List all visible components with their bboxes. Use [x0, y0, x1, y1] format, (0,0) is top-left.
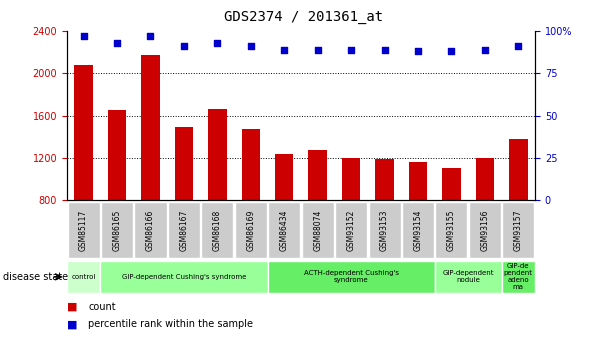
FancyBboxPatch shape [435, 261, 502, 293]
FancyBboxPatch shape [368, 203, 401, 258]
Bar [342, 158, 361, 200]
Bar [208, 109, 227, 200]
FancyBboxPatch shape [134, 203, 167, 258]
Bar [509, 139, 528, 200]
Text: GSM93157: GSM93157 [514, 209, 523, 251]
Point [112, 40, 122, 46]
Bar [375, 159, 394, 200]
Point [413, 49, 423, 54]
FancyBboxPatch shape [402, 203, 434, 258]
FancyBboxPatch shape [268, 203, 300, 258]
Text: GSM85117: GSM85117 [79, 210, 88, 251]
Text: GSM86169: GSM86169 [246, 210, 255, 251]
Text: GSM86434: GSM86434 [280, 209, 289, 251]
Point [212, 40, 222, 46]
FancyBboxPatch shape [201, 203, 233, 258]
FancyBboxPatch shape [100, 261, 268, 293]
Point [78, 33, 89, 39]
Bar [108, 110, 126, 200]
Text: control: control [71, 274, 96, 280]
Text: GSM88074: GSM88074 [313, 210, 322, 251]
Text: GSM86168: GSM86168 [213, 210, 222, 251]
Point [347, 47, 356, 52]
FancyBboxPatch shape [435, 203, 468, 258]
Point [179, 43, 188, 49]
FancyBboxPatch shape [302, 203, 334, 258]
Bar [241, 129, 260, 200]
Point [379, 47, 389, 52]
Point [480, 47, 490, 52]
Point [246, 43, 255, 49]
Text: percentile rank within the sample: percentile rank within the sample [88, 319, 253, 329]
Text: GSM86167: GSM86167 [179, 210, 188, 251]
FancyBboxPatch shape [67, 261, 100, 293]
FancyBboxPatch shape [67, 203, 100, 258]
FancyBboxPatch shape [335, 203, 367, 258]
Bar [308, 150, 327, 200]
FancyBboxPatch shape [502, 203, 534, 258]
Point [513, 43, 523, 49]
Text: GSM86166: GSM86166 [146, 210, 155, 251]
Text: ■: ■ [67, 302, 77, 312]
FancyBboxPatch shape [268, 261, 435, 293]
Point [145, 33, 155, 39]
Text: GIP-dependent Cushing's syndrome: GIP-dependent Cushing's syndrome [122, 274, 246, 280]
Text: count: count [88, 302, 116, 312]
Text: GSM93155: GSM93155 [447, 209, 456, 251]
Text: ■: ■ [67, 319, 77, 329]
Bar [275, 154, 294, 200]
Text: GIP-dependent
nodule: GIP-dependent nodule [443, 270, 494, 283]
Text: GSM93152: GSM93152 [347, 210, 356, 251]
Text: GSM93156: GSM93156 [480, 209, 489, 251]
Bar [141, 55, 160, 200]
Bar [409, 162, 427, 200]
Text: GSM86165: GSM86165 [112, 210, 122, 251]
Text: disease state: disease state [3, 272, 68, 282]
Bar [74, 65, 93, 200]
Text: GIP-de
pendent
adeno
ma: GIP-de pendent adeno ma [504, 263, 533, 290]
Point [279, 47, 289, 52]
Text: GSM93153: GSM93153 [380, 209, 389, 251]
Point [313, 47, 322, 52]
Text: ACTH-dependent Cushing's
syndrome: ACTH-dependent Cushing's syndrome [303, 270, 399, 283]
Point [446, 49, 456, 54]
Text: GSM93154: GSM93154 [413, 209, 423, 251]
FancyBboxPatch shape [235, 203, 267, 258]
FancyBboxPatch shape [502, 261, 535, 293]
Bar [442, 168, 461, 200]
FancyBboxPatch shape [469, 203, 501, 258]
FancyBboxPatch shape [101, 203, 133, 258]
FancyBboxPatch shape [168, 203, 200, 258]
Bar [174, 127, 193, 200]
Bar [475, 158, 494, 200]
Text: GDS2374 / 201361_at: GDS2374 / 201361_at [224, 10, 384, 24]
